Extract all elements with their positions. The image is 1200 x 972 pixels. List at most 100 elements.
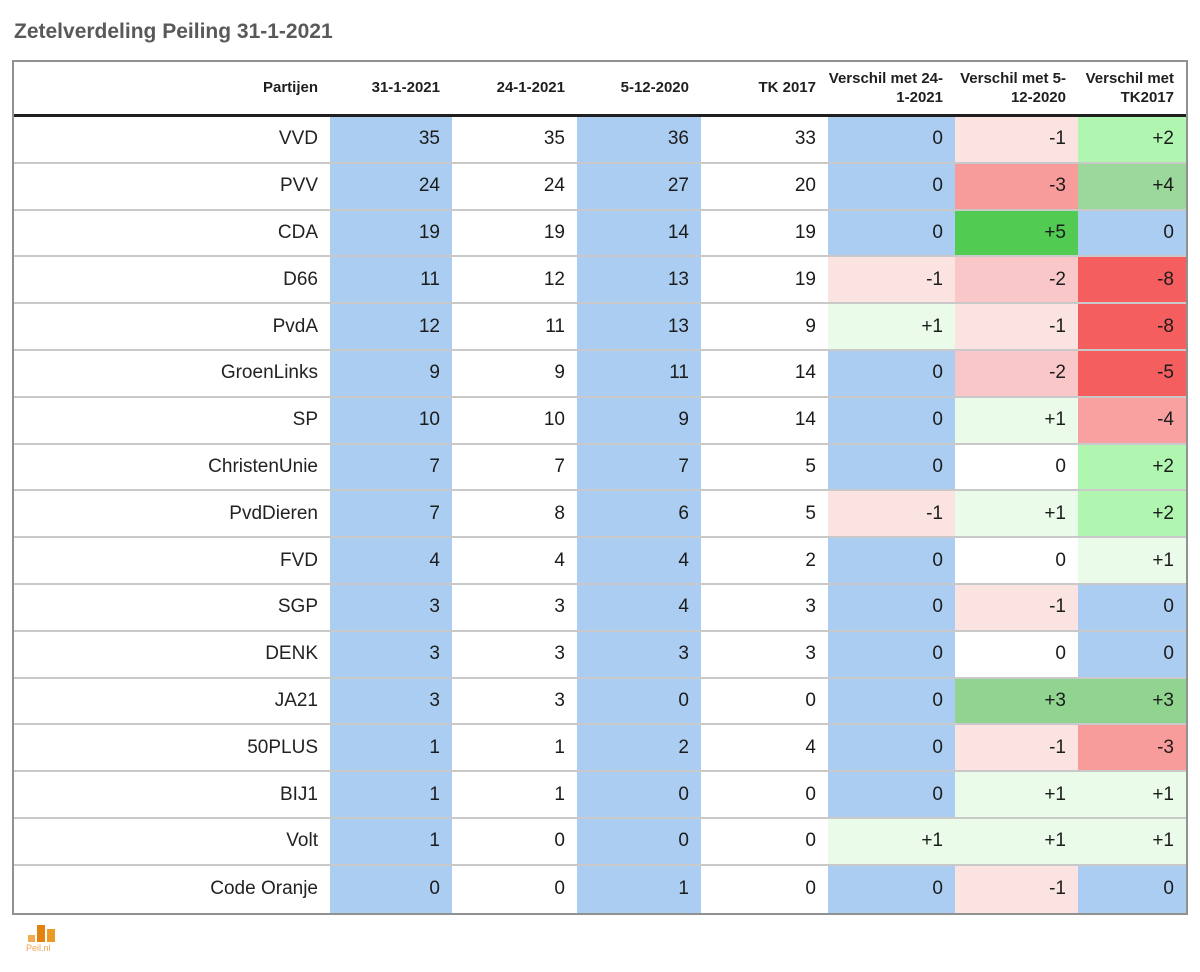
cell-tk-2017: 2	[701, 538, 828, 583]
cell-verschil-met-24-1-2021: 0	[828, 631, 955, 677]
cell-verschil-met-24-1-2021: 0	[828, 772, 955, 817]
table-row: ChristenUnie 7 7 7 5 0 0 +2	[14, 444, 1186, 492]
column-header-31-1-2021: 31-1-2021	[371, 79, 440, 97]
cell-5-12-2020: 0	[577, 818, 701, 864]
party-name: JA21	[274, 689, 318, 711]
cell-verschil-met-5-12-2020: +5	[955, 210, 1078, 256]
table-row: GroenLinks 9 9 11 14 0 -2 -5	[14, 350, 1186, 398]
cell-31-1-2021: 1	[330, 772, 452, 817]
cell-verschil-met-tk2017: -5	[1078, 350, 1186, 396]
party-name: DENK	[265, 643, 318, 665]
bar-chart-icon-bar	[37, 924, 45, 942]
cell-tk-2017: 33	[701, 117, 828, 162]
cell-verschil-met-5-12-2020: -2	[955, 257, 1078, 303]
cell-24-1-2021: 11	[452, 304, 577, 349]
cell-verschil-met-tk2017: +2	[1078, 491, 1186, 537]
cell-verschil-met-tk2017: -4	[1078, 397, 1186, 443]
column-header-tk-2017: TK 2017	[758, 79, 816, 97]
column-header-verschil-met-5-12-2020: Verschil met 5-12-2020	[960, 69, 1066, 107]
cell-tk-2017: 19	[701, 257, 828, 303]
cell-verschil-met-24-1-2021: 0	[828, 678, 955, 724]
cell-tk-2017: 3	[701, 584, 828, 630]
party-name: PvdA	[272, 315, 318, 337]
table-row: FVD 4 4 4 2 0 0 +1	[14, 538, 1186, 585]
cell-24-1-2021: 0	[452, 818, 577, 864]
cell-24-1-2021: 19	[452, 210, 577, 256]
party-name: VVD	[278, 128, 318, 150]
cell-verschil-met-5-12-2020: +1	[955, 397, 1078, 443]
cell-5-12-2020: 4	[577, 538, 701, 583]
table-row: SP 10 10 9 14 0 +1 -4	[14, 397, 1186, 445]
cell-verschil-met-24-1-2021: 0	[828, 584, 955, 630]
cell-verschil-met-tk2017: +4	[1078, 163, 1186, 209]
party-name: ChristenUnie	[208, 455, 318, 477]
cell-24-1-2021: 3	[452, 678, 577, 724]
cell-tk-2017: 14	[701, 397, 828, 443]
cell-verschil-met-24-1-2021: +1	[828, 818, 955, 864]
cell-31-1-2021: 3	[330, 584, 452, 630]
cell-verschil-met-24-1-2021: 0	[828, 163, 955, 209]
party-name: SGP	[277, 596, 318, 618]
cell-tk-2017: 0	[701, 818, 828, 864]
cell-31-1-2021: 4	[330, 538, 452, 583]
party-name: PVV	[279, 175, 318, 197]
cell-24-1-2021: 7	[452, 444, 577, 490]
cell-verschil-met-5-12-2020: -1	[955, 304, 1078, 349]
table-row: BIJ1 1 1 0 0 0 +1 +1	[14, 772, 1186, 819]
party-name: CDA	[277, 221, 318, 243]
table-row: PvdA 12 11 13 9 +1 -1 -8	[14, 304, 1186, 351]
cell-5-12-2020: 11	[577, 350, 701, 396]
cell-verschil-met-tk2017: 0	[1078, 210, 1186, 256]
cell-24-1-2021: 4	[452, 538, 577, 583]
cell-verschil-met-5-12-2020: +1	[955, 772, 1078, 817]
cell-verschil-met-5-12-2020: -1	[955, 117, 1078, 162]
party-name: SP	[292, 409, 318, 431]
party-name: BIJ1	[279, 783, 318, 805]
cell-verschil-met-24-1-2021: +1	[828, 304, 955, 349]
cell-5-12-2020: 36	[577, 117, 701, 162]
cell-verschil-met-5-12-2020: +1	[955, 818, 1078, 864]
cell-verschil-met-tk2017: 0	[1078, 584, 1186, 630]
cell-verschil-met-tk2017: -8	[1078, 304, 1186, 349]
page-title: Zetelverdeling Peiling 31-1-2021	[14, 20, 333, 43]
cell-31-1-2021: 1	[330, 725, 452, 771]
cell-5-12-2020: 0	[577, 678, 701, 724]
cell-5-12-2020: 13	[577, 304, 701, 349]
cell-5-12-2020: 1	[577, 865, 701, 913]
table-row: CDA 19 19 14 19 0 +5 0	[14, 210, 1186, 258]
table-header-row: Partijen 31-1-2021 24-1-2021 5-12-2020 TK 20…	[14, 62, 1186, 117]
cell-31-1-2021: 3	[330, 678, 452, 724]
cell-verschil-met-tk2017: 0	[1078, 631, 1186, 677]
cell-5-12-2020: 7	[577, 444, 701, 490]
cell-tk-2017: 0	[701, 678, 828, 724]
column-header-24-1-2021: 24-1-2021	[496, 79, 565, 97]
party-name: GroenLinks	[220, 362, 318, 384]
cell-tk-2017: 4	[701, 725, 828, 771]
column-header-5-12-2020: 5-12-2020	[620, 79, 689, 97]
cell-24-1-2021: 9	[452, 350, 577, 396]
cell-verschil-met-24-1-2021: 0	[828, 210, 955, 256]
cell-31-1-2021: 19	[330, 210, 452, 256]
cell-verschil-met-tk2017: +3	[1078, 678, 1186, 724]
column-header-verschil-met-24-1-2021: Verschil met 24-1-2021	[828, 69, 943, 107]
cell-24-1-2021: 8	[452, 491, 577, 537]
cell-31-1-2021: 1	[330, 818, 452, 864]
cell-31-1-2021: 12	[330, 304, 452, 349]
cell-tk-2017: 14	[701, 350, 828, 396]
cell-verschil-met-tk2017: 0	[1078, 865, 1186, 913]
cell-24-1-2021: 12	[452, 257, 577, 303]
party-name: Code Oranje	[210, 878, 318, 900]
table-row: VVD 35 35 36 33 0 -1 +2	[14, 117, 1186, 164]
table-row: 50PLUS 1 1 2 4 0 -1 -3	[14, 725, 1186, 773]
cell-verschil-met-5-12-2020: 0	[955, 444, 1078, 490]
cell-tk-2017: 0	[701, 772, 828, 817]
table-row: JA21 3 3 0 0 0 +3 +3	[14, 678, 1186, 726]
bar-chart-icon	[26, 924, 74, 942]
cell-tk-2017: 9	[701, 304, 828, 349]
cell-24-1-2021: 10	[452, 397, 577, 443]
cell-verschil-met-5-12-2020: -3	[955, 163, 1078, 209]
cell-24-1-2021: 3	[452, 584, 577, 630]
cell-tk-2017: 5	[701, 444, 828, 490]
cell-verschil-met-5-12-2020: -2	[955, 350, 1078, 396]
